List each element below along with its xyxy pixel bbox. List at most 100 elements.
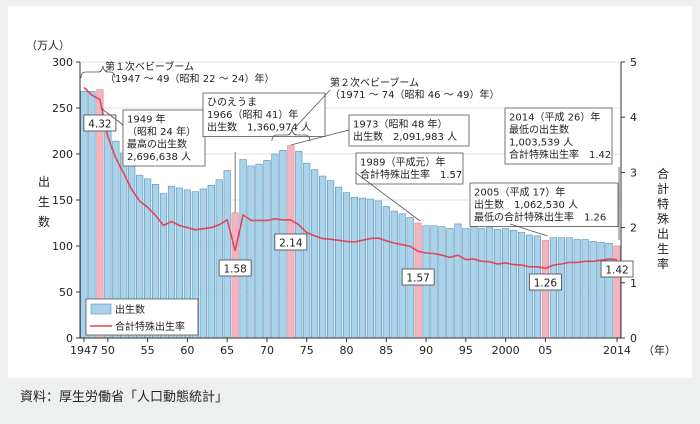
y-axis-title-char: 生 [38,195,50,209]
rate-label-box-2005 [529,273,562,291]
bar-1977 [319,175,327,339]
rate-label-box-2014 [600,260,634,278]
hinoe-annotation-line: 出生数 1,360,974 人 [207,121,311,134]
x-tick-label: 05 [538,344,552,357]
x-tick-label: 2014 [603,344,631,357]
y2-tick-label: 3 [630,166,637,179]
y2014-annotation-line: 最低の出生数 [509,123,569,136]
x-tick-label: 95 [459,344,473,357]
bar-1981 [350,196,359,339]
x-unit: （年） [643,343,676,357]
bar-1996 [470,226,478,339]
x-tick-label: 2000 [492,344,520,357]
bar-1963 [207,184,215,339]
boom2-annotation-line: （1971 ～ 74（昭和 46 ～ 49）年） [330,88,500,101]
rate-label-2014: 1.42 [605,265,628,277]
y-axis-title-char: 出 [38,175,50,189]
bar-1992 [438,226,446,339]
boom1-annotation-line: （1947 ～ 49（昭和 22 ～ 24）年） [105,72,275,85]
y-tick-label: 200 [52,148,73,161]
bar-2000 [502,228,510,339]
y1989-annotation-line: 1989（平成元）年 [360,156,445,169]
rate-label-box-1966 [218,259,252,277]
y2-axis-title-char: 特 [657,196,669,211]
y1949-leader [100,107,124,126]
x-tick-label: 50 [101,344,115,357]
x-tick-label: 1947 [70,344,98,357]
y2-tick-label: 0 [630,332,637,345]
y-tick-label: 50 [59,286,73,299]
bar-1984 [374,200,382,339]
y2-axis-title-char: 計 [657,181,669,196]
bar-1969 [255,163,263,339]
y1973-annotation-line: 1973（昭和 48 年） [353,118,448,131]
x-tick-label: 85 [379,344,393,357]
y2014-annotation-line: 2014（平成 26）年 [509,111,600,124]
x-tick-label: 90 [419,344,433,357]
bar-1978 [327,180,335,339]
bar-2002 [517,231,526,339]
boom2-brace [271,128,311,142]
bar-1985 [382,206,390,339]
y1949-annotation-line: 2,696,638 人 [127,151,191,163]
y1973-leader [290,129,350,146]
y2005-annotation-line: 最低の合計特殊出生率 1.26 [474,211,606,224]
bar-2010 [581,239,589,339]
y2005-annotation-line: 出生数 1,062,530 人 [474,198,578,211]
rate-label-box-1949 [83,114,117,132]
y2-tick-label: 5 [630,56,637,69]
bar-1993 [446,228,454,339]
rate-line [83,86,618,270]
bar-2009 [573,239,581,339]
bar-1997 [478,228,486,339]
y2-axis-title-char: 合 [657,166,669,181]
bar-1968 [247,165,255,339]
bar-1967 [239,159,247,339]
bar-2008 [565,237,573,339]
x-tick-label: 75 [300,344,314,357]
legend-bar-swatch [90,303,112,315]
rate-label-2005: 1.26 [534,278,558,290]
bar-1982 [358,197,367,339]
y1989-annotation-line: 合計特殊出生率 1.57 [360,168,462,181]
rate-label-1973: 2.14 [279,238,303,250]
y-tick-label: 300 [52,56,73,69]
y2005-annotation-line: 2005（平成 17）年 [474,186,565,199]
bar-1979 [334,186,343,339]
y1973-annotation-line: 出生数 2,091,983 人 [353,130,457,143]
y2014-annotation-line: 合計特殊出生率 1.42 [509,148,611,161]
y2-tick-label: 2 [630,222,637,235]
y1973-annotation-box [348,114,470,147]
bar-2001 [510,230,518,339]
y1949-annotation-line: 1949 年 [127,113,166,126]
boom1-brace [80,65,116,79]
y1949-annotation-line: （昭和 24 年） [127,125,196,138]
bar-2012 [597,242,605,339]
x-tick-label: 60 [180,344,194,357]
rate-label-box-1989 [401,268,435,286]
x-tick-label: 70 [260,344,274,357]
bar-1975 [303,162,311,339]
legend-line-label: 合計特殊出生率 [115,320,185,333]
bar-2011 [589,241,597,339]
bar-1964 [215,179,223,339]
y2-axis-title-char: 殊 [657,211,669,226]
rate-label-1989: 1.57 [406,273,429,285]
hinoe-annotation-line: ひのえうま [207,97,257,109]
bar-1965 [223,170,231,339]
y1949-annotation-box [122,109,206,167]
x-tick-label: 55 [141,344,155,357]
bar-1998 [486,227,494,339]
y-axis-title-char: 数 [38,214,50,229]
y-tick-label: 0 [66,332,73,345]
y2-axis-title-char: 出 [657,227,669,241]
boom2-annotation-line: 第２次ベビーブーム [330,76,419,89]
bar-1983 [366,198,374,339]
rate-label-box-1973 [274,233,308,251]
bar-1980 [342,192,351,339]
bar-2013 [605,242,613,339]
y1989-leader [355,172,421,222]
y2014-annotation-box [504,107,613,165]
bar-1994 [454,223,462,339]
legend-bar-label: 出生数 [115,303,145,316]
